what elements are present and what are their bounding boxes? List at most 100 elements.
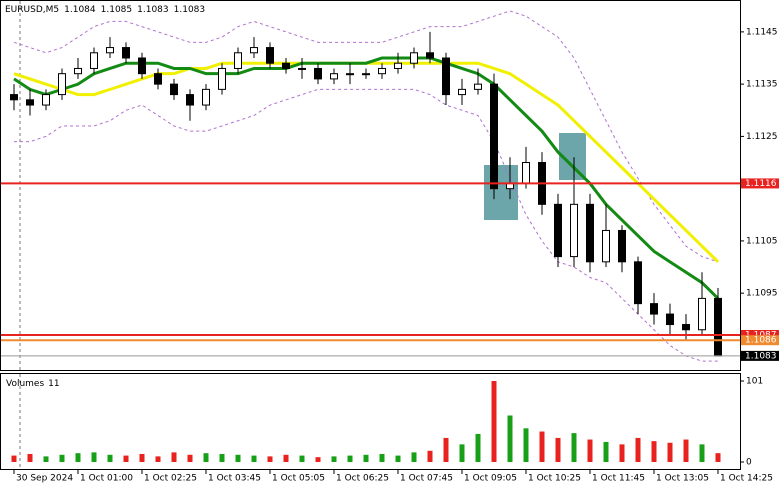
volume-bar	[379, 453, 385, 462]
candle-body	[250, 47, 258, 54]
volume-bar	[235, 454, 241, 462]
candle-body	[218, 67, 226, 90]
volume-bar	[283, 454, 289, 462]
y-tick-label: 1.1135	[746, 80, 778, 90]
volume-tick-label: 0	[746, 458, 752, 468]
volume-bar	[427, 450, 433, 462]
candle-body	[682, 324, 690, 331]
candle-body	[586, 203, 594, 263]
volume-panel	[0, 373, 741, 470]
volume-bar	[59, 454, 65, 462]
candle-body	[618, 229, 626, 263]
candle-body	[106, 47, 114, 54]
x-tick-label: 1 Oct 10:25	[528, 474, 581, 484]
candle-body	[346, 73, 354, 76]
candle-body	[234, 52, 242, 69]
x-tick-label: 1 Oct 02:25	[144, 474, 197, 484]
volume-bar	[491, 381, 497, 462]
candle-body	[362, 73, 370, 76]
volume-bar	[459, 444, 465, 462]
volume-bar	[587, 439, 593, 462]
volume-bar	[619, 444, 625, 462]
price-panel	[0, 0, 741, 371]
x-tick-label: 1 Oct 05:05	[272, 474, 325, 484]
volume-bar	[155, 456, 161, 462]
price-level-label: 1.1116	[745, 179, 777, 189]
volume-bar	[411, 452, 417, 462]
volume-bar	[539, 431, 545, 462]
candle-body	[58, 73, 66, 96]
price-level-tag	[741, 335, 779, 346]
last-bar-value: 1.1084	[64, 5, 96, 15]
x-tick-label: 1 Oct 07:45	[400, 474, 453, 484]
volume-bar	[603, 441, 609, 462]
candle-body	[458, 88, 466, 96]
last-bar-value: 1.1083	[137, 5, 169, 15]
y-tick-label: 1.1095	[746, 289, 778, 299]
candle-body	[714, 297, 722, 357]
price-level-label: 1.1083	[745, 351, 777, 361]
volume-bar	[363, 454, 369, 462]
candle-body	[442, 57, 450, 96]
candle-body	[650, 303, 658, 315]
indicator-line	[13, 56, 720, 300]
candle-body	[698, 297, 706, 331]
volume-bar	[635, 437, 641, 462]
volume-bar	[667, 442, 673, 462]
candle-body	[170, 83, 178, 96]
volume-bar	[347, 455, 353, 462]
candle-body	[314, 67, 322, 80]
candle-body	[90, 52, 98, 69]
candle-body	[154, 73, 162, 85]
candle-body	[394, 62, 402, 69]
x-tick-label: 30 Sep 2024	[16, 474, 73, 484]
candle-body	[602, 229, 610, 263]
candle-body	[410, 52, 418, 64]
candle-body	[282, 62, 290, 69]
volume-bar	[139, 453, 145, 462]
volume-bar	[267, 456, 273, 462]
candle-body	[490, 83, 498, 190]
last-bar-value: 1.1085	[101, 5, 133, 15]
candle-body	[426, 52, 434, 59]
volume-tick-label: 101	[746, 377, 763, 387]
x-tick-label: 1 Oct 11:45	[592, 474, 645, 484]
x-tick-label: 1 Oct 13:05	[656, 474, 709, 484]
volume-bar	[187, 454, 193, 462]
candle-body	[666, 313, 674, 326]
volume-bar	[171, 452, 177, 462]
volume-bar	[571, 433, 577, 462]
candle-body	[522, 162, 530, 184]
volume-bar	[699, 444, 705, 462]
volume-bar	[91, 452, 97, 462]
candle-body	[266, 47, 274, 64]
x-tick-label: 1 Oct 03:45	[208, 474, 261, 484]
volume-bar	[27, 453, 33, 462]
price-level-tag	[741, 329, 779, 340]
volume-bar	[395, 455, 401, 462]
candle-body	[42, 94, 50, 106]
volume-bar	[475, 433, 481, 462]
price-level-tag	[741, 350, 779, 361]
volume-bar	[443, 437, 449, 462]
volume-bar	[75, 453, 81, 462]
volume-bar	[123, 455, 129, 462]
symbol: EURUSD,M5	[5, 5, 59, 15]
candle-body	[26, 99, 34, 106]
last-bar-value: 1.1083	[174, 5, 206, 15]
volume-current: 11	[48, 379, 59, 389]
candle-body	[74, 67, 82, 75]
x-tick-label: 1 Oct 06:25	[336, 474, 389, 484]
price-level-label: 1.1086	[745, 336, 777, 346]
volume-name: Volumes	[6, 379, 44, 389]
volume-bar	[507, 415, 513, 462]
candle-body	[378, 67, 386, 75]
price-level-tag	[741, 178, 779, 189]
candle-body	[202, 88, 210, 106]
candle-body	[138, 57, 146, 75]
indicator-line	[13, 10, 719, 263]
x-tick-label: 1 Oct 09:05	[464, 474, 517, 484]
volume-bar	[315, 457, 321, 462]
candle-body	[570, 203, 578, 258]
